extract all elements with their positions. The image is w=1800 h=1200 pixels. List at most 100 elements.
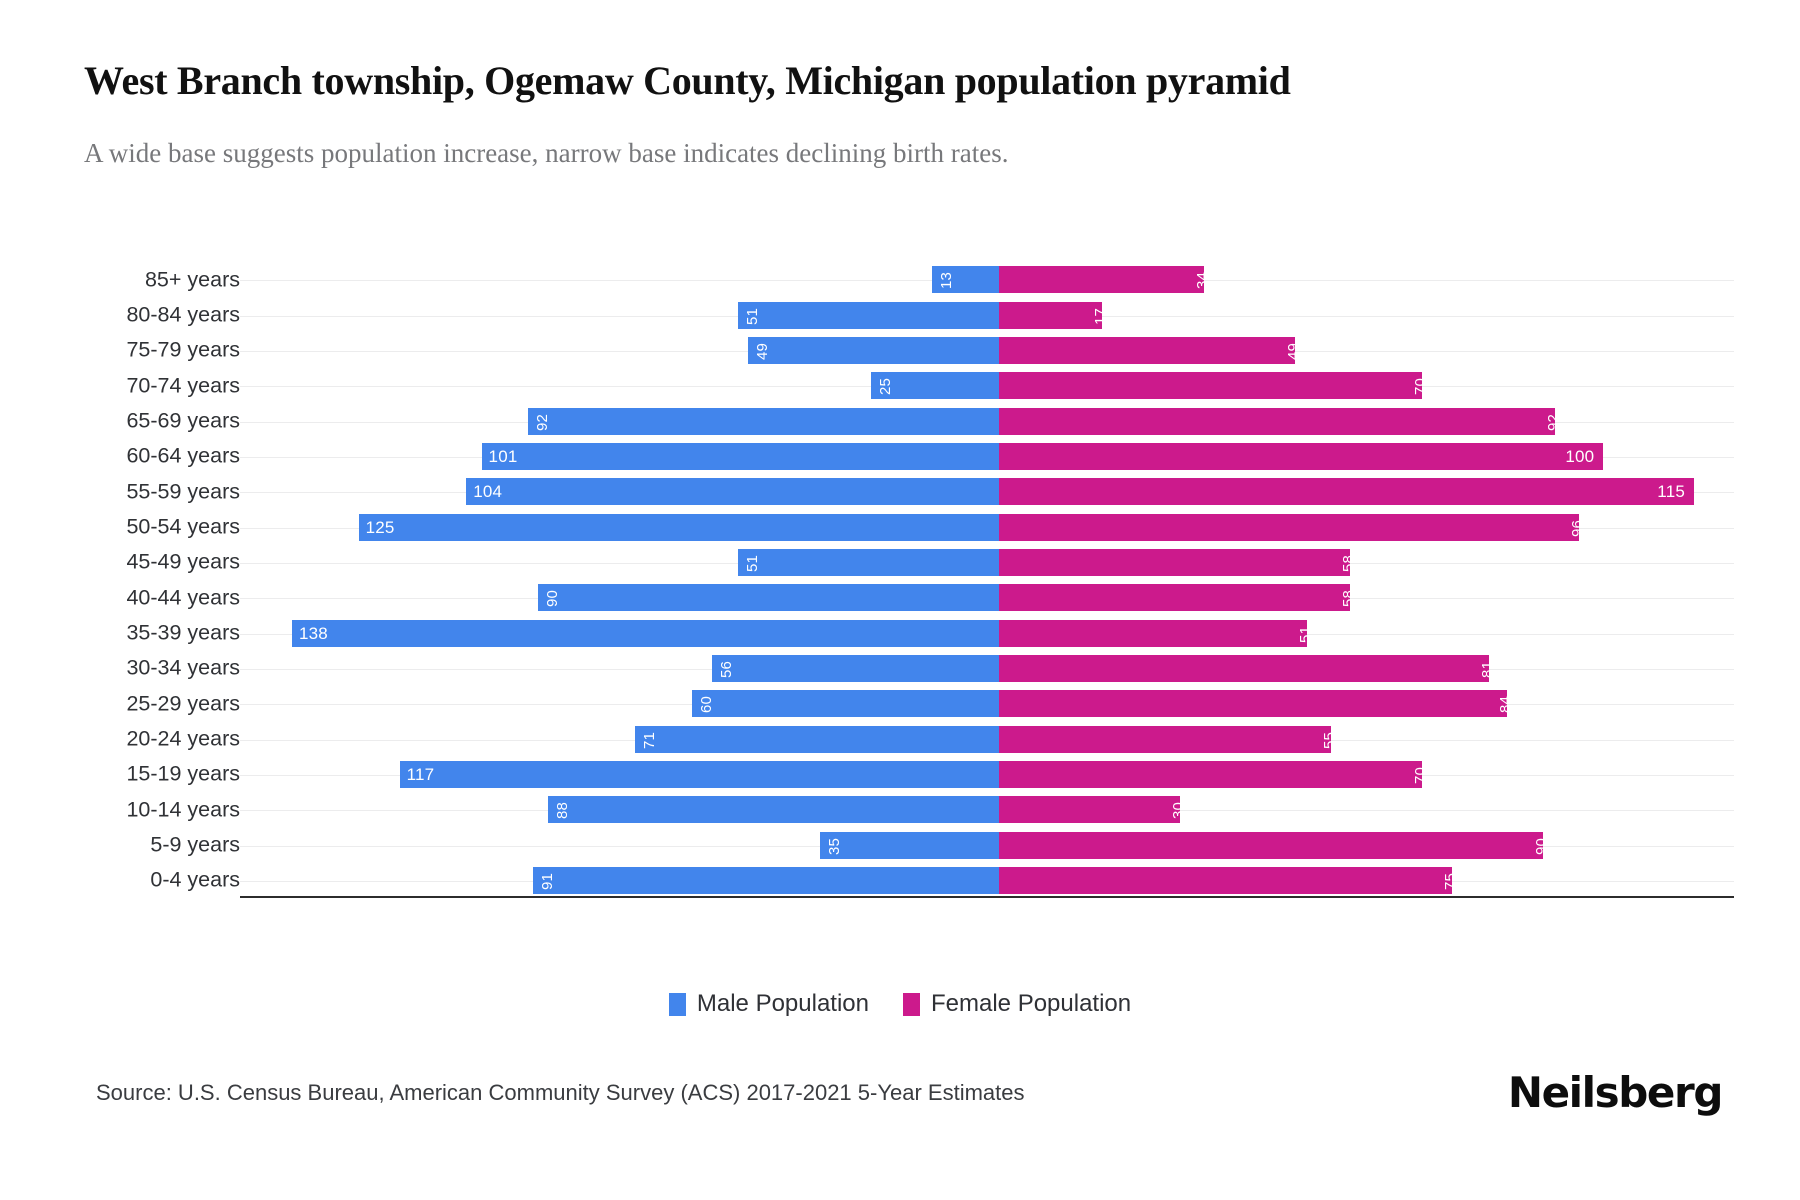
- male-bar[interactable]: 60: [691, 690, 999, 718]
- female-bar-value: 96: [1569, 519, 1587, 537]
- female-bar[interactable]: 58: [999, 584, 1357, 612]
- male-color-swatch-icon: [668, 992, 686, 1016]
- male-bar-value: 60: [697, 696, 715, 714]
- male-bar-value: 101: [488, 446, 518, 466]
- pyramid-row: 92 92: [240, 407, 1734, 435]
- y-axis-label: 40-44 years: [126, 585, 240, 610]
- y-axis-label: 50-54 years: [126, 514, 240, 539]
- brand-logo: Neilsberg: [1507, 1068, 1724, 1117]
- male-bar-value: 56: [718, 660, 736, 678]
- legend-label-male: Male Population: [696, 990, 869, 1017]
- female-bar[interactable]: 115: [999, 478, 1694, 506]
- male-bar[interactable]: 125: [358, 513, 999, 541]
- male-bar[interactable]: 51: [737, 548, 999, 576]
- male-bar-value: 138: [299, 623, 328, 643]
- female-bar-value: 115: [1657, 482, 1685, 502]
- male-bar[interactable]: 35: [819, 831, 999, 859]
- male-bar-value: 91: [538, 872, 556, 890]
- female-bar-value: 58: [1339, 554, 1357, 572]
- male-bar[interactable]: 117: [399, 760, 999, 788]
- pyramid-row: 138 51: [240, 619, 1734, 647]
- pyramid-row: 51 17: [240, 301, 1734, 329]
- y-axis-labels: 85+ years 80-84 years 75-79 years 70-74 yea…: [84, 262, 240, 898]
- male-bar[interactable]: 25: [870, 372, 999, 400]
- male-bar-value: 104: [473, 482, 503, 502]
- y-axis-label: 45-49 years: [126, 549, 240, 574]
- female-bar[interactable]: 100: [999, 442, 1604, 470]
- female-bar[interactable]: 70: [999, 760, 1429, 788]
- legend-item-male[interactable]: Male Population: [668, 990, 869, 1018]
- female-bar[interactable]: 49: [999, 336, 1302, 364]
- female-bar-value: 51: [1297, 625, 1315, 643]
- male-bar[interactable]: 71: [635, 725, 999, 753]
- pyramid-row: 13 34: [240, 266, 1734, 294]
- male-bar-value: 88: [554, 802, 572, 820]
- male-bar[interactable]: 104: [466, 478, 999, 506]
- male-bar[interactable]: 49: [747, 336, 999, 364]
- female-bar-value: 90: [1532, 837, 1550, 855]
- chart-legend: Male Population Female Population: [0, 990, 1800, 1018]
- source-note: Source: U.S. Census Bureau, American Com…: [96, 1080, 1025, 1105]
- legend-item-female[interactable]: Female Population: [903, 990, 1131, 1018]
- legend-label-female: Female Population: [931, 990, 1132, 1017]
- pyramid-row: 35 90: [240, 831, 1734, 859]
- female-bar[interactable]: 81: [999, 654, 1496, 682]
- female-bar[interactable]: 51: [999, 619, 1314, 647]
- female-bar[interactable]: 58: [999, 548, 1357, 576]
- female-bar[interactable]: 55: [999, 725, 1338, 753]
- male-bar-value: 35: [825, 837, 843, 855]
- female-bar[interactable]: 84: [999, 690, 1514, 718]
- population-pyramid-chart: 85+ years 80-84 years 75-79 years 70-74 yea…: [84, 262, 1734, 912]
- female-bar[interactable]: 70: [999, 372, 1429, 400]
- y-axis-label: 10-14 years: [126, 797, 240, 822]
- pyramid-row: 88 30: [240, 796, 1734, 824]
- female-bar[interactable]: 75: [999, 866, 1459, 894]
- male-bar-value: 71: [641, 731, 659, 749]
- female-bar-value: 92: [1545, 413, 1562, 431]
- pyramid-row: 91 75: [240, 866, 1734, 894]
- female-bar-value: 30: [1170, 802, 1188, 820]
- male-bar[interactable]: 90: [537, 584, 999, 612]
- male-bar[interactable]: 91: [532, 866, 999, 894]
- y-axis-label: 15-19 years: [126, 761, 240, 786]
- male-bar[interactable]: 51: [737, 301, 999, 329]
- female-bar-value: 81: [1478, 660, 1496, 678]
- plot-area: 13 34 51 17 49 49 25 70 92 92 101 100 104 115 125 96 51 5…: [240, 262, 1734, 898]
- female-bar[interactable]: 17: [999, 301, 1109, 329]
- y-axis-label: 30-34 years: [126, 655, 240, 680]
- pyramid-row: 101 100: [240, 442, 1734, 470]
- y-axis-label: 60-64 years: [126, 443, 240, 468]
- female-bar[interactable]: 92: [999, 407, 1562, 435]
- female-bar[interactable]: 96: [999, 513, 1586, 541]
- male-bar[interactable]: 88: [548, 796, 999, 824]
- male-bar-value: 117: [406, 764, 435, 784]
- y-axis-label: 0-4 years: [150, 867, 240, 892]
- female-bar-value: 84: [1496, 696, 1514, 714]
- female-bar-value: 49: [1285, 342, 1303, 360]
- female-bar[interactable]: 34: [999, 266, 1211, 294]
- female-bar[interactable]: 90: [999, 831, 1550, 859]
- pyramid-row: 117 70: [240, 760, 1734, 788]
- male-bar[interactable]: 138: [292, 619, 999, 647]
- pyramid-row: 90 58: [240, 584, 1734, 612]
- y-axis-label: 80-84 years: [126, 302, 240, 327]
- y-axis-label: 35-39 years: [126, 620, 240, 645]
- male-bar[interactable]: 56: [712, 654, 999, 682]
- female-bar-value: 58: [1339, 590, 1357, 608]
- female-bar-value: 70: [1412, 378, 1430, 396]
- y-axis-label: 65-69 years: [126, 408, 240, 433]
- female-color-swatch-icon: [903, 992, 920, 1016]
- page-subtitle: A wide base suggests population increase…: [84, 138, 1009, 168]
- y-axis-label: 70-74 years: [126, 373, 240, 398]
- x-axis-baseline: [240, 896, 1734, 898]
- male-bar-value: 49: [753, 342, 771, 360]
- female-bar-value: 17: [1091, 307, 1109, 325]
- female-bar[interactable]: 30: [999, 796, 1187, 824]
- male-bar[interactable]: 101: [481, 442, 999, 470]
- male-bar[interactable]: 92: [527, 407, 999, 435]
- male-bar[interactable]: 13: [932, 266, 999, 294]
- male-bar-value: 125: [365, 517, 395, 537]
- pyramid-row: 25 70: [240, 372, 1734, 400]
- pyramid-row: 56 81: [240, 654, 1734, 682]
